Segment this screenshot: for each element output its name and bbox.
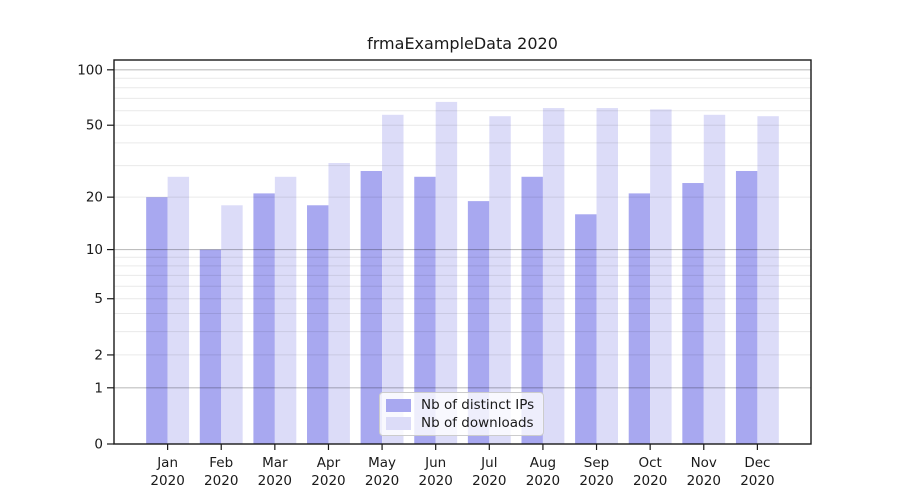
x-tick-label-year: 2020: [740, 473, 774, 489]
x-tick-label-month: May: [368, 455, 396, 471]
y-tick-label: 100: [77, 62, 103, 78]
legend-label-downloads: Nb of downloads: [421, 415, 534, 431]
bar-distinct-ips-may: [360, 170, 383, 444]
x-tick-label-year: 2020: [579, 473, 613, 489]
bar-distinct-ips-nov: [682, 183, 704, 445]
x-tick-label-month: Oct: [638, 455, 661, 471]
y-tick-label: 5: [94, 291, 103, 307]
bar-downloads-mar: [274, 176, 297, 444]
y-tick-label: 2: [94, 347, 103, 363]
x-tick-label-year: 2020: [258, 473, 292, 489]
legend-swatch-distinct-ips: [386, 398, 411, 412]
chart-title: frmaExampleData 2020: [367, 34, 558, 53]
legend: Nb of distinct IPs Nb of downloads: [379, 392, 544, 436]
bar-downloads-feb: [221, 205, 243, 444]
y-tick-label: 10: [86, 242, 103, 258]
bar-downloads-may: [382, 114, 404, 444]
x-tick-label-month: Jan: [156, 455, 178, 471]
bar-downloads-apr: [328, 163, 350, 444]
x-tick-label-year: 2020: [472, 473, 506, 489]
legend-item-distinct-ips: Nb of distinct IPs: [386, 397, 537, 413]
bar-distinct-ips-jun: [414, 176, 436, 444]
legend-label-distinct-ips: Nb of distinct IPs: [421, 397, 535, 413]
bar-distinct-ips-oct: [628, 193, 651, 444]
legend-swatch-downloads: [386, 416, 411, 430]
x-tick-label-year: 2020: [419, 473, 453, 489]
bar-distinct-ips-apr: [307, 205, 329, 444]
bar-downloads-jun: [435, 101, 458, 444]
x-tick-label-year: 2020: [365, 473, 399, 489]
bar-distinct-ips-aug: [521, 176, 543, 444]
x-tick-label-year: 2020: [687, 473, 721, 489]
bar-distinct-ips-jan: [146, 197, 168, 444]
bar-downloads-jan: [167, 176, 190, 444]
x-tick-label-month: Mar: [262, 455, 288, 471]
y-tick-label: 0: [94, 437, 103, 453]
bar-distinct-ips-sep: [575, 214, 597, 444]
x-tick-label-year: 2020: [526, 473, 560, 489]
x-tick-label-year: 2020: [311, 473, 345, 489]
x-tick-label-month: Jun: [424, 455, 446, 471]
axis-frame: [113, 59, 812, 445]
x-tick-label-month: Nov: [691, 455, 717, 471]
legend-item-downloads: Nb of downloads: [386, 415, 537, 431]
bar-downloads-sep: [596, 108, 618, 445]
bar-downloads-jul: [489, 116, 511, 445]
y-tick-label: 20: [86, 190, 103, 206]
bar-downloads-aug: [542, 108, 565, 445]
x-tick-label-year: 2020: [204, 473, 238, 489]
x-tick-label-month: Sep: [584, 455, 609, 471]
bar-distinct-ips-feb: [199, 249, 222, 444]
bar-distinct-ips-jul: [467, 201, 490, 444]
bar-distinct-ips-dec: [735, 170, 758, 444]
bar-downloads-dec: [757, 116, 779, 445]
bar-downloads-oct: [650, 109, 672, 444]
y-tick-label: 1: [94, 380, 103, 396]
x-tick-label-year: 2020: [633, 473, 667, 489]
bar-distinct-ips-mar: [253, 193, 275, 444]
x-tick-label-month: Apr: [317, 455, 341, 471]
y-tick-label: 50: [86, 118, 103, 134]
x-tick-label-month: Dec: [744, 455, 770, 471]
x-tick-label-year: 2020: [150, 473, 184, 489]
x-tick-label-month: Feb: [209, 455, 233, 471]
bar-downloads-nov: [703, 114, 726, 444]
x-tick-label-month: Aug: [530, 455, 556, 471]
x-tick-label-month: Jul: [480, 455, 497, 471]
